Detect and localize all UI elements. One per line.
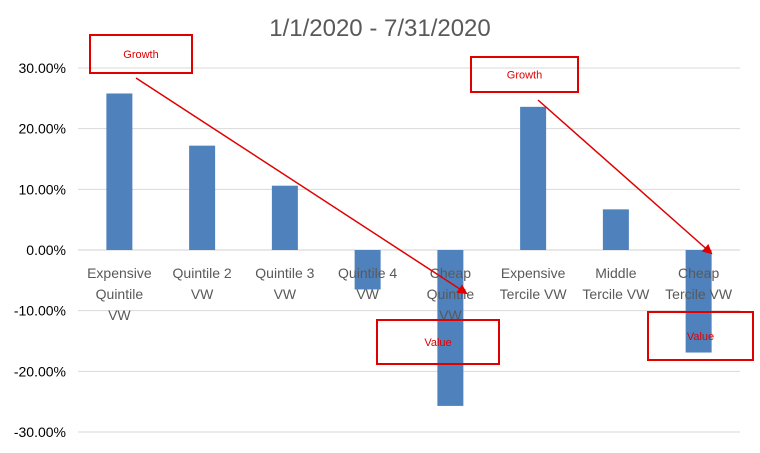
- y-tick-label: -30.00%: [14, 424, 66, 440]
- annotation-label: Value: [687, 331, 714, 343]
- x-tick-label: Cheap Tercile VW: [665, 265, 733, 302]
- y-tick-label: 10.00%: [19, 181, 66, 197]
- annotation-box: [470, 56, 579, 93]
- bars: [106, 93, 712, 406]
- x-tick-label: Expensive Tercile VW: [500, 265, 568, 302]
- y-tick-label: 20.00%: [19, 121, 66, 137]
- x-tick-label: Quintile 4 VW: [338, 265, 397, 302]
- chart-title: 1/1/2020 - 7/31/2020: [269, 15, 491, 42]
- x-tick-label: Quintile 2 VW: [173, 265, 232, 302]
- y-tick-label: 0.00%: [26, 242, 66, 258]
- bar: [106, 93, 133, 250]
- annotation-label: Value: [424, 337, 451, 349]
- bar: [520, 106, 547, 251]
- x-tick-label: Middle Tercile VW: [582, 265, 650, 302]
- x-axis-categories: Expensive Quintile VW Quintile 2 VW Quintile …: [87, 265, 733, 323]
- annotation-arrow: [537, 99, 713, 255]
- y-tick-label: -10.00%: [14, 303, 66, 319]
- x-tick-label: Expensive Quintile VW: [87, 265, 152, 323]
- annotation-box: [647, 311, 754, 361]
- y-tick-label: -20.00%: [14, 363, 66, 379]
- annotations: Growth Value Growth Value: [89, 34, 754, 365]
- x-tick-label: Quintile 3 VW: [255, 265, 314, 302]
- y-axis: 30.00% 20.00% 10.00% 0.00% -10.00% -20.00% -30…: [14, 60, 66, 440]
- bar: [437, 250, 464, 406]
- annotation-arrow: [135, 77, 468, 295]
- annotation-box: [89, 34, 193, 74]
- bar: [602, 209, 629, 250]
- annotation-box: [376, 319, 500, 365]
- gridlines: [78, 67, 740, 433]
- bar: [685, 250, 712, 353]
- bar: [354, 250, 381, 290]
- x-tick-label: Cheap Quintile VW: [427, 265, 475, 323]
- bar: [271, 185, 298, 250]
- bar: [189, 145, 216, 250]
- annotation-label: Growth: [123, 49, 158, 61]
- annotation-label: Growth: [507, 70, 542, 82]
- y-tick-label: 30.00%: [19, 60, 66, 76]
